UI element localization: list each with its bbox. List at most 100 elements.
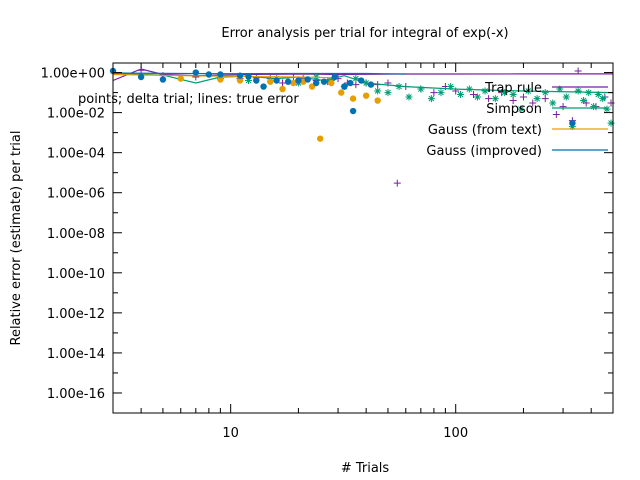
data-point [574, 87, 582, 95]
data-point [236, 77, 244, 84]
data-point [253, 77, 260, 84]
data-point [352, 75, 360, 83]
y-tick-label: 1.00e-08 [47, 227, 105, 242]
y-tick-label: 1.00e-04 [47, 147, 105, 162]
data-point [556, 85, 564, 93]
data-point [393, 179, 401, 187]
data-point [533, 95, 541, 103]
data-point [562, 93, 570, 101]
data-point [217, 76, 224, 83]
data-point [347, 79, 354, 87]
data-point [603, 105, 611, 113]
data-point [362, 79, 370, 87]
data-point [308, 83, 316, 90]
x-axis-label: # Trials [341, 461, 390, 476]
data-point [585, 89, 593, 97]
data-point [501, 89, 509, 97]
data-point [236, 72, 244, 79]
y-tick-label: 1.00e-06 [47, 187, 105, 202]
data-point [341, 83, 348, 90]
data-point [349, 95, 357, 102]
y-tick-label: 1.00e-12 [47, 307, 105, 322]
data-point [447, 83, 455, 91]
legend-label: Gauss (improved) [426, 144, 542, 159]
data-point [137, 73, 145, 81]
series-3 [109, 67, 576, 127]
series-line [112, 72, 614, 94]
data-point [245, 73, 252, 80]
data-point [279, 85, 286, 93]
legend: Trap rule Simpson Gauss (from text) Gauss (… [426, 81, 608, 159]
data-point [509, 97, 517, 105]
data-point [352, 81, 360, 89]
series-line [112, 68, 613, 82]
legend-label: Trap rule [484, 81, 542, 96]
data-point [362, 92, 370, 99]
data-point [517, 105, 525, 113]
data-point [465, 85, 473, 93]
data-point [349, 107, 357, 115]
data-point [509, 91, 517, 99]
data-point [374, 87, 382, 95]
data-point [580, 97, 588, 105]
legend-label: Simpson [486, 102, 542, 117]
data-point [456, 91, 464, 99]
plot-frame [112, 62, 614, 414]
data-point [295, 77, 302, 84]
data-point [284, 78, 292, 85]
data-point [273, 77, 280, 84]
data-point [590, 103, 598, 111]
series-line [112, 72, 406, 75]
data-point [594, 91, 602, 99]
data-point [320, 78, 328, 85]
data-point [367, 81, 375, 88]
data-point [552, 111, 560, 119]
data-point [568, 123, 576, 131]
x-axis-ticks: 10 100 [112, 63, 614, 441]
data-point [395, 83, 403, 91]
x-tick-label: 100 [443, 426, 468, 441]
data-point [430, 89, 438, 97]
legend-label: Gauss (from text) [428, 123, 542, 138]
data-point [338, 89, 345, 96]
chart-title: Error analysis per trial for integral of… [221, 26, 508, 41]
y-axis-label: Relative error (estimate) per trial [9, 130, 24, 345]
data-point [279, 79, 287, 87]
data-point [331, 73, 338, 81]
data-point [519, 93, 527, 101]
data-point [328, 79, 335, 87]
data-point [481, 87, 489, 95]
data-point [304, 76, 311, 83]
data-point [524, 87, 532, 95]
series-line [112, 73, 339, 79]
y-tick-label: 1.00e-16 [47, 387, 105, 402]
data-point [470, 91, 478, 99]
data-point [384, 89, 392, 97]
y-tick-label: 1.00e+00 [41, 67, 105, 82]
data-point [290, 79, 297, 87]
data-point [541, 95, 549, 103]
data-point [417, 85, 425, 93]
data-point [267, 78, 274, 85]
data-point [313, 79, 320, 87]
data-point [205, 71, 213, 78]
data-point [374, 97, 381, 104]
data-point [437, 89, 445, 97]
data-point [357, 77, 365, 84]
x-tick-label: 10 [222, 426, 239, 441]
plot-annotation: points; delta trial; lines: true error [78, 92, 299, 107]
data-point [529, 99, 537, 107]
data-point [192, 69, 200, 76]
y-tick-label: 1.00e-02 [47, 107, 105, 122]
data-point [569, 119, 576, 127]
data-point [574, 67, 582, 75]
data-point [317, 135, 324, 142]
series-2 [112, 73, 381, 142]
data-point [159, 76, 167, 83]
data-point [217, 71, 224, 78]
data-point [599, 95, 607, 103]
data-point [559, 103, 567, 111]
data-point [474, 93, 482, 101]
data-point [607, 119, 615, 127]
